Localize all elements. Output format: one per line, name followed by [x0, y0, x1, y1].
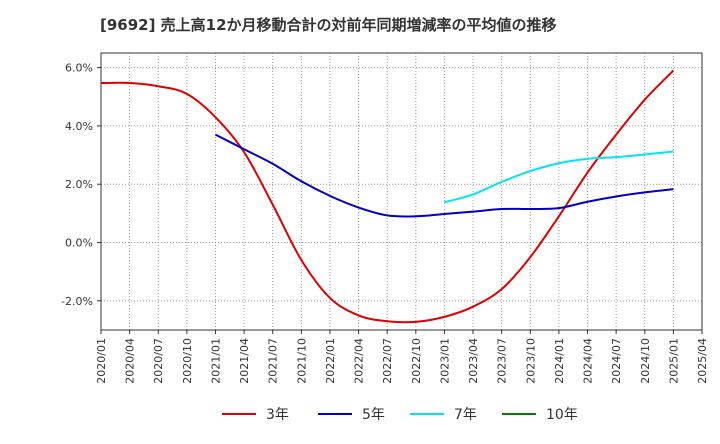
- y-tick-label: 2.0%: [65, 178, 93, 191]
- x-tick-label: 2024/04: [582, 338, 595, 384]
- y-tick-label: 6.0%: [65, 62, 93, 75]
- x-tick-label: 2025/04: [696, 338, 709, 384]
- x-tick-label: 2024/10: [639, 338, 652, 384]
- chart-title: [9692] 売上高12か月移動合計の対前年同期増減率の平均値の推移: [100, 16, 557, 34]
- legend-label-1: 3年: [266, 407, 289, 423]
- x-tick-label: 2020/10: [181, 338, 194, 384]
- plot-frame: [100, 52, 703, 331]
- x-tick-label: 2023/10: [524, 338, 537, 384]
- x-tick-label: 2021/01: [209, 338, 222, 384]
- x-tick-label: 2023/01: [438, 338, 451, 384]
- x-tick-label: 2020/07: [152, 338, 165, 384]
- x-tick-label: 2022/07: [381, 338, 394, 384]
- x-tick-label: 2022/01: [324, 338, 337, 384]
- y-tick-label: -2.0%: [61, 295, 93, 308]
- legend-label-2: 5年: [362, 407, 385, 423]
- x-tick-label: 2022/10: [410, 338, 423, 384]
- x-tick-label: 2023/04: [467, 338, 480, 384]
- x-tick-label: 2021/07: [267, 338, 280, 384]
- x-tick-label: 2020/04: [124, 338, 137, 384]
- legend-label-3: 7年: [454, 407, 477, 423]
- x-tick-label: 2021/04: [238, 338, 251, 384]
- x-tick-label: 2022/04: [353, 338, 366, 384]
- y-tick-label: 4.0%: [65, 120, 93, 133]
- series-line-1: [100, 69, 675, 324]
- x-tick-label: 2023/07: [496, 338, 509, 384]
- x-tick-label: 2024/01: [553, 338, 566, 384]
- series-line-2: [215, 133, 674, 218]
- x-tick-label: 2021/10: [295, 338, 308, 384]
- legend-label-4: 10年: [546, 407, 578, 423]
- x-tick-label: 2020/01: [95, 338, 108, 384]
- x-tick-label: 2025/01: [667, 338, 680, 384]
- y-tick-label: 0.0%: [65, 237, 93, 250]
- series-line-3: [444, 150, 674, 204]
- x-tick-label: 2024/07: [610, 338, 623, 384]
